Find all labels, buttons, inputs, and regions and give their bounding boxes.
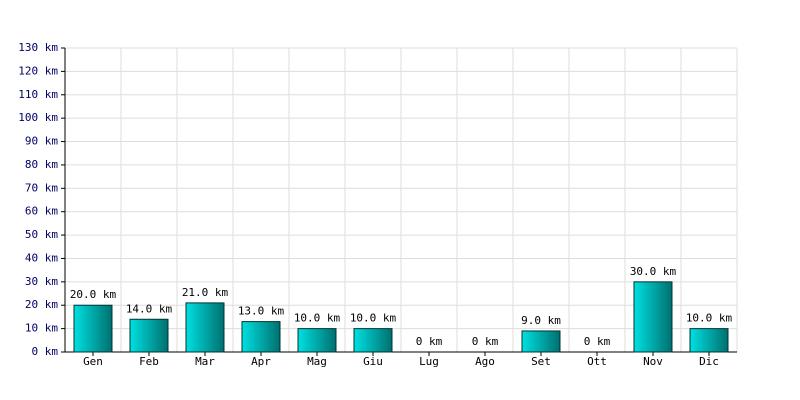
- y-tick-label: 20 km: [25, 298, 58, 311]
- y-tick-label: 50 km: [25, 228, 58, 241]
- x-tick-label: Ago: [475, 355, 495, 368]
- y-tick-label: 70 km: [25, 181, 58, 194]
- x-tick-label: Dic: [699, 355, 719, 368]
- bar: [185, 302, 225, 353]
- x-tick-label: Ott: [587, 355, 607, 368]
- y-tick-label: 30 km: [25, 275, 58, 288]
- y-tick-label: 0 km: [32, 345, 59, 358]
- y-tick-label: 130 km: [18, 41, 58, 54]
- y-tick-label: 110 km: [18, 88, 58, 101]
- value-label: 0 km: [584, 335, 611, 348]
- x-tick-label: Mar: [195, 355, 215, 368]
- x-tick-label: Apr: [251, 355, 271, 368]
- y-tick-label: 10 km: [25, 322, 58, 335]
- bar: [521, 330, 561, 353]
- value-label: 10.0 km: [294, 312, 341, 325]
- value-label: 10.0 km: [686, 312, 733, 325]
- bar: [353, 328, 393, 353]
- value-label: 13.0 km: [238, 305, 285, 318]
- y-tick-label: 80 km: [25, 158, 58, 171]
- x-tick-label: Feb: [139, 355, 159, 368]
- value-label: 14.0 km: [126, 302, 173, 315]
- x-tick-label: Gen: [83, 355, 103, 368]
- value-label: 30.0 km: [630, 265, 677, 278]
- value-label: 0 km: [472, 335, 499, 348]
- value-label: 10.0 km: [350, 312, 397, 325]
- x-tick-label: Mag: [307, 355, 327, 368]
- x-tick-label: Nov: [643, 355, 663, 368]
- y-tick-label: 90 km: [25, 135, 58, 148]
- value-label: 20.0 km: [70, 288, 117, 301]
- y-tick-label: 120 km: [18, 64, 58, 77]
- bar: [689, 328, 729, 353]
- x-tick-label: Set: [531, 355, 551, 368]
- bar: [297, 328, 337, 353]
- y-tick-label: 40 km: [25, 251, 58, 264]
- bar: [129, 318, 169, 353]
- bar: [633, 281, 673, 353]
- x-tick-label: Giu: [363, 355, 383, 368]
- value-label: 9.0 km: [521, 314, 561, 327]
- value-label: 21.0 km: [182, 286, 229, 299]
- x-tick-label: Lug: [419, 355, 439, 368]
- bar: [241, 321, 281, 353]
- y-tick-label: 100 km: [18, 111, 58, 124]
- value-label: 0 km: [416, 335, 443, 348]
- y-tick-label: 60 km: [25, 205, 58, 218]
- bar: [73, 304, 113, 353]
